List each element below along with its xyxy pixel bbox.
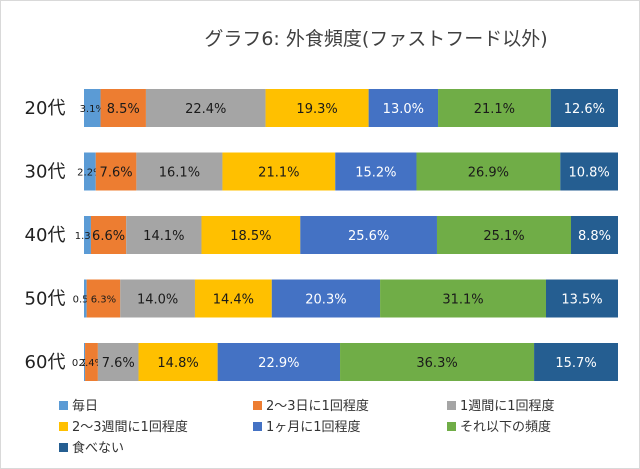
bar-segment-4-5: [340, 343, 535, 381]
legend-swatch-6: [59, 443, 68, 452]
bar-segment-1-4: [335, 152, 417, 191]
bar-segment-3-0: [84, 279, 87, 318]
category-label-0: 20代: [25, 98, 66, 119]
data-label-0-5: 21.1%: [474, 102, 515, 117]
data-label-2-4: 25.6%: [348, 229, 389, 244]
data-label-1-0: 2.2%: [77, 168, 102, 179]
data-label-4-5: 36.3%: [416, 356, 457, 371]
bar-segment-1-6: [560, 152, 618, 191]
bar-segment-2-2: [126, 216, 202, 254]
legend-swatch-2: [447, 401, 456, 410]
bar-segment-0-5: [438, 89, 551, 127]
data-label-1-4: 15.2%: [355, 166, 396, 181]
data-label-2-6: 8.8%: [578, 229, 611, 244]
bar-segment-4-2: [97, 343, 139, 381]
data-label-2-5: 25.1%: [483, 229, 524, 244]
bar-segment-0-1: [100, 89, 146, 127]
data-label-2-1: 6.6%: [92, 229, 125, 244]
legend-label-3: 2〜3週間に1回程度: [72, 419, 188, 435]
category-label-1: 30代: [25, 162, 66, 183]
data-label-1-6: 10.8%: [568, 166, 609, 181]
bar-segment-0-3: [265, 89, 369, 127]
bar-segment-2-4: [300, 216, 437, 254]
data-label-4-3: 14.8%: [157, 356, 198, 371]
bar-segment-4-0: [84, 343, 86, 381]
legend-label-1: 2〜3日に1回程度: [266, 398, 369, 414]
bar-segment-0-4: [368, 89, 439, 127]
bar-segment-1-2: [136, 152, 223, 191]
bar-segment-1-0: [84, 152, 96, 191]
bar-segment-3-4: [271, 279, 381, 318]
data-label-3-4: 20.3%: [305, 293, 346, 308]
bar-segment-3-1: [86, 279, 121, 318]
bar-segment-0-2: [145, 89, 266, 127]
legend-swatch-4: [253, 422, 262, 431]
legend-swatch-5: [447, 422, 456, 431]
data-label-4-6: 15.7%: [555, 356, 596, 371]
data-label-4-0: 0.2%: [72, 358, 97, 369]
legend-label-5: それ以下の頻度: [460, 419, 551, 435]
category-label-2: 40代: [25, 225, 66, 246]
bar-segment-4-3: [138, 343, 218, 381]
data-label-0-1: 8.5%: [107, 102, 140, 117]
data-label-4-4: 22.9%: [258, 356, 299, 371]
data-label-0-3: 19.3%: [296, 102, 337, 117]
data-label-3-6: 13.5%: [561, 293, 602, 308]
bar-segment-0-0: [84, 89, 101, 127]
bar-segment-1-5: [416, 152, 561, 191]
bar-segment-2-0: [84, 216, 91, 254]
bar-segment-4-1: [85, 343, 98, 381]
legend-swatch-3: [59, 422, 68, 431]
data-label-1-5: 26.9%: [468, 166, 509, 181]
data-label-3-3: 14.4%: [213, 293, 254, 308]
bar-segment-2-3: [201, 216, 301, 254]
plot-area: 20代 3.1% 8.5% 22.4% 19.3% 13.0% 21.1% 12.6% 30代 2…: [25, 89, 618, 381]
bar-segment-2-6: [571, 216, 618, 254]
bar-segment-0-6: [550, 89, 618, 127]
legend-label-0: 毎日: [72, 398, 98, 414]
data-label-4-1: 2.4%: [79, 358, 104, 369]
data-label-2-2: 14.1%: [143, 229, 184, 244]
chart-title: グラフ6: 外食頻度(ファストフード以外): [204, 28, 547, 50]
bar-segment-2-1: [90, 216, 127, 254]
legend-label-2: 1週間に1回程度: [460, 398, 555, 414]
data-label-0-4: 13.0%: [383, 102, 424, 117]
data-label-3-5: 31.1%: [442, 293, 483, 308]
data-label-4-2: 7.6%: [102, 356, 135, 371]
category-label-3: 50代: [25, 289, 66, 310]
bar-segment-3-5: [380, 279, 546, 318]
data-label-2-3: 18.5%: [230, 229, 271, 244]
data-label-0-6: 12.6%: [564, 102, 605, 117]
data-label-1-3: 21.1%: [258, 166, 299, 181]
bar-segment-3-3: [194, 279, 272, 318]
bar-segment-1-1: [95, 152, 137, 191]
data-label-1-1: 7.6%: [100, 166, 133, 181]
bar-segment-1-3: [222, 152, 336, 191]
bar-segment-4-6: [534, 343, 618, 381]
bar-segment-4-4: [217, 343, 341, 381]
legend-swatch-0: [59, 401, 68, 410]
data-label-2-0: 1.3%: [75, 231, 100, 242]
data-label-3-2: 14.0%: [137, 293, 178, 308]
data-label-0-0: 3.1%: [80, 104, 105, 115]
legend-swatch-1: [253, 401, 262, 410]
legend-label-4: 1ヶ月に1回程度: [266, 419, 361, 435]
bar-segment-2-5: [436, 216, 572, 254]
legend-label-6: 食べない: [72, 440, 124, 456]
bar-segment-3-2: [120, 279, 195, 318]
category-label-4: 60代: [25, 352, 66, 373]
data-label-0-2: 22.4%: [185, 102, 226, 117]
data-label-3-0: 0.5%: [73, 295, 98, 306]
data-label-1-2: 16.1%: [159, 166, 200, 181]
data-label-3-1: 6.3%: [91, 295, 116, 306]
bar-segment-3-6: [545, 279, 618, 318]
legend: 毎日 2〜3日に1回程度 1週間に1回程度 2〜3週間に1回程度 1ヶ月に1回程度 それ以…: [59, 398, 555, 456]
